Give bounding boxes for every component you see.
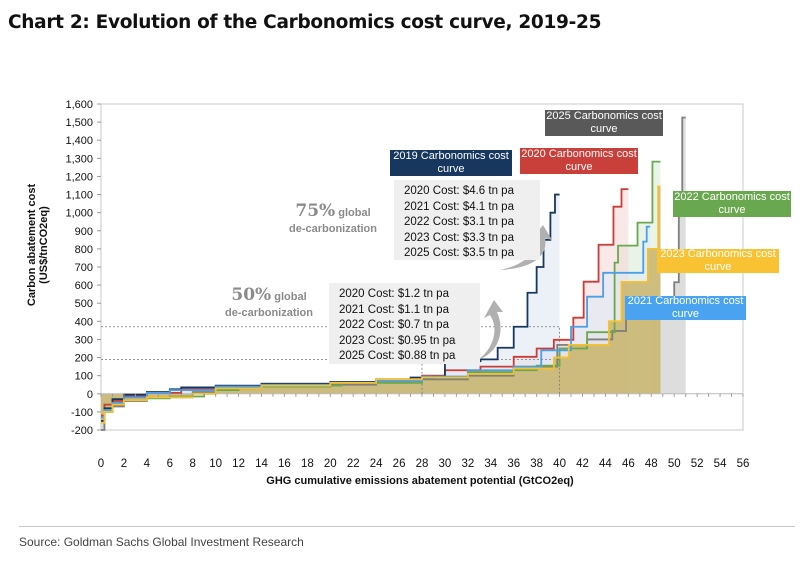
- label-2022-curve: 2022 Carbonomics cost curve: [673, 191, 791, 217]
- decarb-75-pct: 75%: [295, 201, 336, 221]
- decarb-50-label: 50% global de-carbonization: [214, 287, 324, 321]
- cost-box-75: 2020 Cost: $4.6 tn pa 2021 Cost: $4.1 tn…: [394, 180, 540, 260]
- cost-50-2020: 2020 Cost: $1.2 tn pa: [339, 288, 449, 300]
- x-tick-label: 56: [737, 458, 750, 470]
- x-tick-label: 42: [576, 458, 589, 470]
- decarb-75-line2: de-carbonization: [288, 223, 377, 235]
- x-tick-label: 48: [645, 458, 658, 470]
- x-tick-label: 52: [691, 458, 704, 470]
- label-2019-curve: 2019 Carbonomics cost curve: [390, 150, 512, 176]
- x-tick-label: 46: [622, 458, 635, 470]
- x-tick-label: 20: [324, 458, 337, 470]
- series-line-2023: [101, 185, 661, 424]
- y-tick-label: 1,200: [65, 171, 93, 183]
- cost-50-2021: 2021 Cost: $1.1 tn pa: [339, 303, 449, 316]
- x-tick-label: 18: [301, 458, 314, 470]
- y-tick-label: 1,300: [65, 153, 93, 165]
- x-tick-label: 34: [484, 458, 497, 470]
- x-tick-label: 0: [98, 458, 104, 470]
- x-axis-label: GHG cumulative emissions abatement poten…: [266, 475, 574, 487]
- cost-75-2021: 2021 Cost: $4.1 tn pa: [404, 200, 514, 213]
- x-tick-label: 38: [530, 458, 543, 470]
- y-tick-label: 300: [75, 334, 93, 346]
- y-tick-label: 100: [75, 371, 93, 383]
- x-tick-label: 2: [121, 458, 127, 470]
- cost-box-50: 2020 Cost: $1.2 tn pa 2021 Cost: $1.1 tn…: [329, 283, 480, 364]
- cost-75-2023: 2023 Cost: $3.3 tn pa: [404, 231, 514, 244]
- x-tick-label: 50: [668, 458, 681, 470]
- decarb-50-pct: 50%: [231, 285, 272, 305]
- x-tick-label: 8: [190, 458, 196, 470]
- x-tick-label: 16: [278, 458, 291, 470]
- divider: [19, 526, 795, 527]
- x-tick-label: 14: [255, 458, 268, 470]
- chart-title: Chart 2: Evolution of the Carbonomics co…: [8, 12, 602, 33]
- label-2020-curve: 2020 Carbonomics cost curve: [520, 148, 638, 174]
- label-2021-curve: 2021 Carbonomics cost curve: [625, 295, 746, 320]
- x-tick-label: 36: [507, 458, 520, 470]
- x-tick-label: 26: [393, 458, 406, 470]
- cost-75-2020: 2020 Cost: $4.6 tn pa: [404, 185, 514, 197]
- y-tick-label: 1,100: [65, 190, 93, 202]
- x-tick-label: 44: [599, 458, 612, 470]
- decarb-50-line1: global: [274, 291, 307, 303]
- x-tick-label: 4: [144, 458, 151, 470]
- x-tick-label: 6: [167, 458, 173, 470]
- x-tick-label: 22: [347, 458, 360, 470]
- cost-50-2025: 2025 Cost: $0.88 tn pa: [339, 350, 456, 362]
- y-tick-label: 200: [75, 353, 93, 365]
- y-tick-label: -200: [71, 425, 93, 437]
- y-tick-label: 400: [75, 316, 93, 328]
- y-tick-label: 1,500: [65, 117, 93, 129]
- label-2023-curve: 2023 Carbonomics cost curve: [657, 248, 779, 273]
- arrow-50-icon: [478, 300, 503, 360]
- x-tick-label: 10: [209, 458, 222, 470]
- series-line-2020: [101, 188, 629, 417]
- x-tick-label: 54: [714, 458, 727, 470]
- x-tick-label: 12: [232, 458, 245, 470]
- label-2025-curve: 2025 Carbonomics cost curve: [545, 110, 663, 136]
- x-tick-label: 32: [461, 458, 474, 470]
- y-tick-label: 900: [75, 226, 93, 238]
- series-line-2021: [101, 225, 651, 419]
- y-tick-label: 600: [75, 280, 93, 292]
- y-tick-label: 800: [75, 244, 93, 256]
- y-tick-label: 500: [75, 298, 93, 310]
- y-tick-label: 700: [75, 262, 93, 274]
- decarb-75-line1: global: [338, 207, 371, 219]
- decarb-75-label: 75% global de-carbonization: [278, 203, 388, 237]
- y-tick-label: 1,000: [65, 208, 93, 220]
- y-axis-label: Carbon abatement cost (US$/tnCO2eq): [26, 183, 50, 307]
- y-tick-label: 0: [87, 389, 93, 401]
- decarb-50-line2: de-carbonization: [224, 307, 313, 319]
- y-tick-label: -100: [71, 407, 93, 419]
- source-note: Source: Goldman Sachs Global Investment …: [19, 535, 304, 549]
- y-tick-label: 1,400: [65, 135, 93, 147]
- y-tick-label: 1,600: [65, 99, 93, 111]
- cost-75-2025: 2025 Cost: $3.5 tn pa: [404, 247, 514, 259]
- x-tick-label: 28: [416, 458, 429, 470]
- x-tick-label: 30: [439, 458, 452, 470]
- cost-50-2022: 2022 Cost: $0.7 tn pa: [339, 319, 449, 331]
- x-tick-label: 40: [553, 458, 566, 470]
- cost-75-2022: 2022 Cost: $3.1 tn pa: [404, 216, 514, 228]
- x-tick-label: 24: [370, 458, 383, 470]
- cost-50-2023: 2023 Cost: $0.95 tn pa: [339, 334, 456, 347]
